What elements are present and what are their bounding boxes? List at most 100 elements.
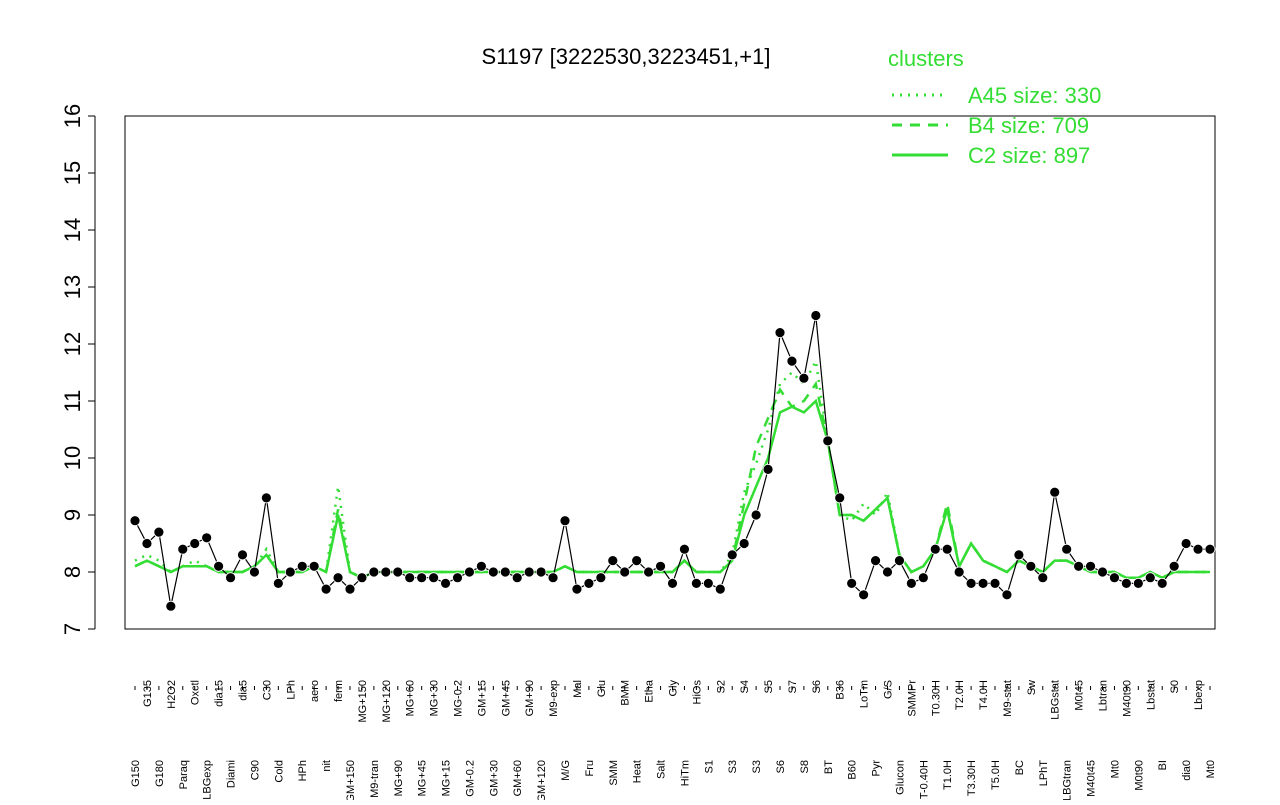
data-point [953,566,965,578]
data-point [440,578,451,589]
x-tick-label: MG+30 [429,680,441,716]
x-tick-label: S1 [703,760,715,773]
x-tick-label: S8 [799,760,811,773]
data-point [1132,578,1144,589]
data-point [726,549,738,561]
data-point [798,372,810,384]
data-point [464,566,475,578]
data-point [141,538,153,549]
x-tick-label: GM+120 [536,760,548,800]
cluster-line [134,357,1210,580]
data-point [917,572,929,584]
x-tick-label: Salt [656,760,668,779]
x-tick-label: M0t90 [1133,760,1145,791]
data-point [499,566,511,578]
data-point [225,572,236,584]
data-point [189,538,201,549]
x-tick-label: MG+15 [441,760,453,796]
x-tick-label: BT [823,760,835,774]
x-tick-label: T-0.40H [918,760,930,799]
x-tick-label: SMMPr [906,680,918,717]
x-tick-label: M40t90 [1121,680,1133,717]
x-tick-label: S5 [763,680,775,693]
data-point [1168,560,1180,572]
x-tick-label: S3 [751,760,763,773]
x-tick-label: GM+30 [488,760,500,796]
y-tick-label: 16 [60,104,85,128]
data-point [762,463,774,475]
x-tick-label: GM+15 [476,680,488,716]
x-tick-label: Oxctl [190,680,202,705]
x-tick-label: MG-0.2 [453,680,465,717]
data-line [134,315,1210,607]
data-point [655,560,666,572]
data-point [213,560,225,572]
data-point [249,566,260,578]
y-tick-label: 14 [60,218,85,242]
data-point [690,578,702,589]
x-tick-label: S0 [1169,680,1181,693]
x-tick-label: Fru [584,760,596,777]
data-point [547,572,559,584]
data-point [380,566,392,578]
x-tick-label: T3.30H [966,760,978,796]
x-tick-label: nit [321,760,333,772]
data-point [416,572,428,584]
legend-title: clusters [888,46,964,71]
x-tick-label: Lbtran [1098,680,1110,711]
data-point [1001,589,1013,601]
data-point [858,589,870,601]
x-tick-label: HiTm [679,760,691,786]
y-tick-label: 10 [60,446,85,470]
data-point [308,560,320,572]
data-point [523,566,535,578]
data-point [177,543,189,555]
x-tick-label: ferm [333,680,345,702]
x-tick-label: LBGexp [202,760,214,800]
data-point [667,578,678,589]
x-tick-label: Lbstat [1145,680,1157,710]
x-tick-label: Paraq [178,760,190,789]
data-point [786,355,798,367]
data-point [929,543,941,555]
data-point [702,578,714,589]
data-point [810,310,822,321]
x-tick-label: LoTm [859,680,871,708]
x-tick-label: SMM [608,760,620,786]
data-point [1013,549,1025,561]
x-tick-label: MG+60 [405,680,417,716]
y-tick-label: 8 [60,566,85,578]
x-tick-label: LPhT [1038,760,1050,787]
x-tick-label: GM+60 [512,760,524,796]
x-tick-label: GM-0.2 [464,760,476,797]
x-tick-label: Diami [226,760,238,788]
x-tick-label: M9-tran [369,760,381,798]
data-point [332,572,344,584]
legend-label: B4 size: 709 [968,113,1089,138]
plot-frame [124,115,1216,630]
data-point [452,572,463,584]
x-tick-label: T1.0H [942,760,954,790]
data-point [344,583,356,595]
x-tick-label: GM+45 [500,680,512,716]
x-tick-label: Gly [668,680,680,697]
x-tick-label: C30 [261,680,273,700]
x-tick-label: BC [1014,760,1026,775]
x-tick-label: Mal [572,680,584,698]
x-tick-label: Cold [273,760,285,783]
x-tick-label: G180 [154,760,166,787]
y-tick-label: 12 [60,332,85,356]
x-tick-label: aero [309,680,321,702]
data-point [404,572,416,584]
x-tick-label: Mt0 [1109,760,1121,778]
data-point [1037,572,1049,584]
x-tick-label: M0t45 [1074,680,1086,711]
data-point [846,578,858,589]
data-point [296,560,308,572]
x-tick-label: GM+150 [345,760,357,800]
data-point [1025,560,1037,572]
x-tick-label: H2O2 [166,680,178,709]
x-tick-label: M/G [560,760,572,781]
x-tick-label: dia15 [214,680,226,707]
x-tick-label: HiOs [691,680,703,705]
